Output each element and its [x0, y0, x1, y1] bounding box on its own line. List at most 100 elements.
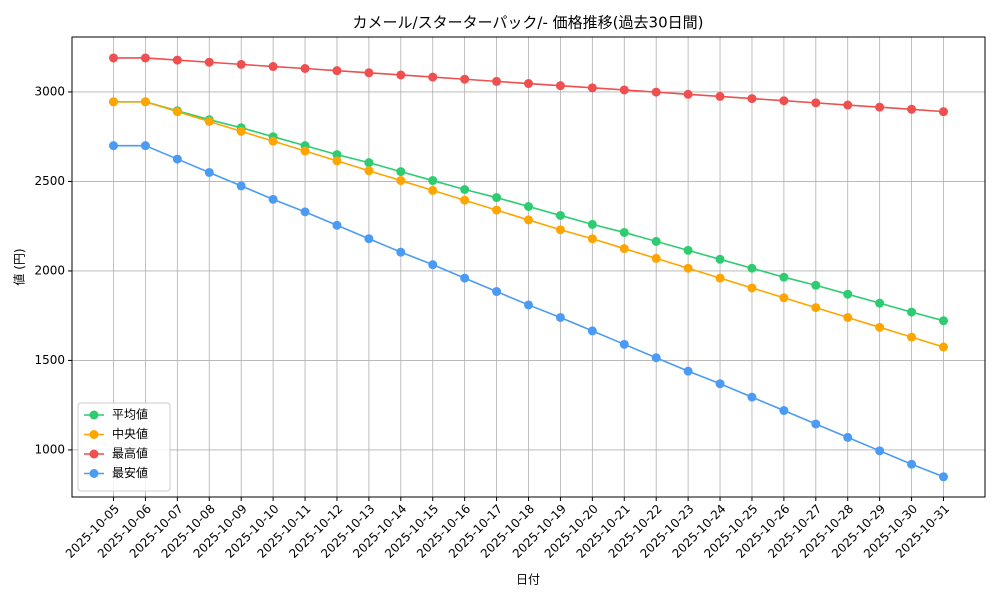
- point: [109, 141, 118, 151]
- legend-label: 最高値: [112, 446, 148, 461]
- point: [651, 353, 661, 363]
- point: [172, 107, 182, 117]
- point: [779, 406, 789, 416]
- point: [843, 289, 853, 299]
- point: [619, 85, 629, 95]
- point: [555, 81, 565, 91]
- point: [843, 312, 853, 322]
- legend-marker: [89, 469, 99, 478]
- point: [715, 379, 725, 389]
- point: [939, 342, 948, 352]
- point: [364, 68, 374, 78]
- point: [109, 97, 118, 107]
- y-tick-label: 2500: [34, 174, 65, 188]
- point: [587, 219, 597, 229]
- legend-marker: [89, 430, 99, 439]
- point: [524, 202, 533, 212]
- point: [619, 339, 629, 349]
- point: [268, 194, 278, 204]
- point: [619, 227, 629, 237]
- point: [907, 307, 917, 317]
- point: [715, 273, 725, 283]
- point: [875, 298, 885, 308]
- point: [907, 332, 917, 342]
- point: [204, 57, 214, 67]
- point: [396, 247, 406, 257]
- point: [268, 136, 278, 146]
- point: [715, 91, 725, 101]
- point: [875, 102, 885, 112]
- point: [811, 98, 821, 108]
- point: [172, 55, 182, 65]
- point: [779, 293, 789, 303]
- point: [555, 312, 565, 322]
- point: [779, 96, 789, 106]
- point: [396, 167, 406, 177]
- point: [939, 472, 948, 482]
- point: [204, 116, 214, 126]
- point: [875, 322, 885, 332]
- plot-frame: [71, 36, 986, 498]
- point: [140, 53, 150, 63]
- point: [555, 225, 565, 235]
- point: [460, 195, 470, 205]
- legend-box: [77, 402, 171, 492]
- point: [524, 300, 533, 310]
- point: [811, 303, 821, 313]
- point: [204, 167, 214, 177]
- point: [428, 176, 438, 186]
- point: [236, 181, 246, 191]
- point: [587, 83, 597, 93]
- point: [811, 419, 821, 429]
- point: [236, 59, 246, 69]
- point: [683, 89, 693, 99]
- point: [779, 272, 789, 282]
- point: [300, 146, 310, 156]
- point: [747, 392, 757, 402]
- x-axis-label: 日付: [516, 573, 540, 587]
- point: [843, 432, 853, 442]
- y-tick-label: 3000: [34, 84, 65, 98]
- point: [747, 94, 757, 104]
- point: [651, 87, 661, 97]
- point: [843, 100, 853, 110]
- y-tick-label: 1000: [34, 442, 65, 456]
- point: [300, 64, 310, 74]
- point: [460, 273, 470, 283]
- point: [109, 53, 118, 63]
- point: [492, 205, 502, 215]
- point: [683, 366, 693, 376]
- point: [492, 76, 502, 86]
- legend-marker: [89, 449, 99, 459]
- point: [332, 156, 342, 166]
- chart-title: カメール/スターターパック/- 価格推移(過去30日間): [353, 14, 704, 32]
- legend-marker: [89, 410, 99, 420]
- point: [236, 126, 246, 136]
- point: [907, 459, 917, 469]
- point: [939, 107, 948, 117]
- point: [492, 287, 502, 297]
- point: [364, 234, 374, 244]
- point: [524, 79, 533, 89]
- point: [332, 66, 342, 76]
- point: [683, 263, 693, 273]
- point: [268, 62, 278, 72]
- point: [396, 70, 406, 80]
- y-axis-label: 値 (円): [12, 248, 27, 285]
- point: [747, 283, 757, 293]
- point: [332, 220, 342, 230]
- point: [332, 150, 342, 160]
- point: [428, 260, 438, 270]
- point: [651, 236, 661, 246]
- point: [875, 446, 885, 456]
- point: [172, 154, 182, 164]
- point: [396, 176, 406, 186]
- point: [683, 245, 693, 255]
- point: [587, 234, 597, 244]
- point: [428, 72, 438, 82]
- point: [747, 263, 757, 273]
- legend-label: 中央値: [112, 426, 148, 441]
